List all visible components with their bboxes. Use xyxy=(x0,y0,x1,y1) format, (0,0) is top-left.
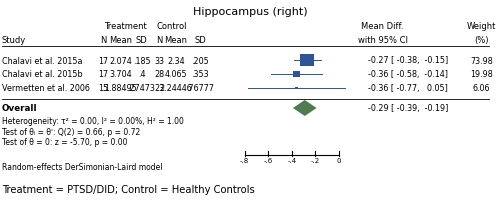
Text: Chalavi et al. 2015b: Chalavi et al. 2015b xyxy=(2,70,82,79)
Text: Treatment: Treatment xyxy=(104,22,146,31)
Text: .353: .353 xyxy=(191,70,209,79)
Text: 19.98: 19.98 xyxy=(470,70,493,79)
Text: SD: SD xyxy=(194,36,206,45)
Text: 2.24446: 2.24446 xyxy=(160,84,192,93)
Text: Overall: Overall xyxy=(2,104,38,113)
Text: Mean Diff.: Mean Diff. xyxy=(361,22,404,31)
Text: SD: SD xyxy=(136,36,147,45)
Text: 0: 0 xyxy=(337,157,342,163)
Text: 6.06: 6.06 xyxy=(473,84,490,93)
Text: -.4: -.4 xyxy=(287,157,296,163)
Text: .76777: .76777 xyxy=(186,84,214,93)
Text: Random-effects DerSimonian-Laird model: Random-effects DerSimonian-Laird model xyxy=(2,163,162,172)
Text: Test of θ = 0: z = -5.70, p = 0.00: Test of θ = 0: z = -5.70, p = 0.00 xyxy=(2,138,128,147)
Text: Mean: Mean xyxy=(164,36,188,45)
Text: N: N xyxy=(100,36,106,45)
Text: .185: .185 xyxy=(132,56,150,65)
Text: -0.29 [ -0.39,  -0.19]: -0.29 [ -0.39, -0.19] xyxy=(368,104,448,113)
Text: 28: 28 xyxy=(154,70,164,79)
Text: 1.88495: 1.88495 xyxy=(104,84,138,93)
Text: 23: 23 xyxy=(154,84,164,93)
Text: -.8: -.8 xyxy=(240,157,249,163)
Text: -0.36 [ -0.58,  -0.14]: -0.36 [ -0.58, -0.14] xyxy=(368,70,448,79)
Text: Study: Study xyxy=(2,36,26,45)
Text: Weight: Weight xyxy=(467,22,496,31)
Text: .4: .4 xyxy=(138,70,145,79)
Text: -.2: -.2 xyxy=(311,157,320,163)
Text: Heterogeneity: τ² = 0.00, I² = 0.00%, H² = 1.00: Heterogeneity: τ² = 0.00, I² = 0.00%, H²… xyxy=(2,117,184,126)
Text: Chalavi et al. 2015a: Chalavi et al. 2015a xyxy=(2,56,82,65)
Text: 73.98: 73.98 xyxy=(470,56,493,65)
Text: .205: .205 xyxy=(191,56,209,65)
Text: N: N xyxy=(156,36,162,45)
Text: -0.27 [ -0.38,  -0.15]: -0.27 [ -0.38, -0.15] xyxy=(368,56,448,65)
Text: 33: 33 xyxy=(154,56,164,65)
Text: Mean: Mean xyxy=(110,36,132,45)
Text: 17: 17 xyxy=(98,70,108,79)
Text: Control: Control xyxy=(156,22,187,31)
Text: 4.065: 4.065 xyxy=(164,70,188,79)
Text: Test of θᵢ = θˈ: Q(2) = 0.66, p = 0.72: Test of θᵢ = θˈ: Q(2) = 0.66, p = 0.72 xyxy=(2,128,140,137)
Text: -0.36 [ -0.77,   0.05]: -0.36 [ -0.77, 0.05] xyxy=(368,84,448,93)
Text: 2.074: 2.074 xyxy=(110,56,132,65)
Text: 2.34: 2.34 xyxy=(167,56,185,65)
Text: -.6: -.6 xyxy=(264,157,273,163)
Text: .27473: .27473 xyxy=(128,84,156,93)
Text: 17: 17 xyxy=(98,56,108,65)
Text: with 95% CI: with 95% CI xyxy=(358,36,408,45)
Text: (%): (%) xyxy=(474,36,489,45)
Text: Vermetten et al. 2006: Vermetten et al. 2006 xyxy=(2,84,90,93)
Text: 3.704: 3.704 xyxy=(110,70,132,79)
Text: Treatment = PTSD/DID; Control = Healthy Controls: Treatment = PTSD/DID; Control = Healthy … xyxy=(2,184,255,194)
Text: Hippocampus (right): Hippocampus (right) xyxy=(192,7,308,17)
Text: 15: 15 xyxy=(98,84,108,93)
